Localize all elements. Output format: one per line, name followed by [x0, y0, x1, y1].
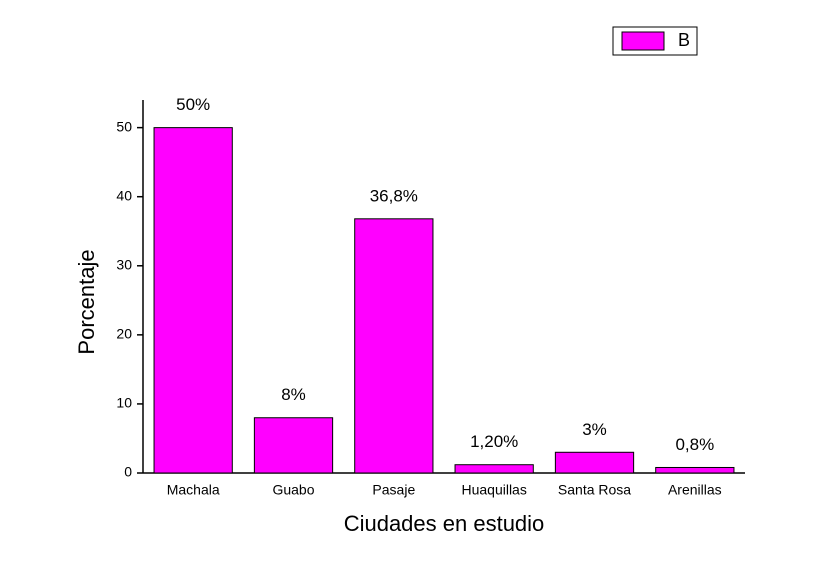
- legend-swatch: [621, 31, 665, 51]
- bar: [554, 451, 635, 474]
- value-label: 8%: [281, 385, 306, 404]
- y-tick-label: 30: [116, 256, 132, 272]
- legend-label: B: [678, 30, 690, 50]
- y-tick-label: 10: [116, 395, 132, 411]
- x-tick-label: Pasaje: [372, 482, 415, 498]
- value-label: 50%: [176, 95, 210, 114]
- bar: [153, 127, 233, 474]
- value-label: 3%: [582, 420, 607, 439]
- value-label: 36,8%: [370, 186, 418, 205]
- x-axis-label: Ciudades en estudio: [344, 511, 545, 536]
- bar: [655, 466, 735, 474]
- y-tick-label: 40: [116, 187, 132, 203]
- x-tick-label: Huaquillas: [461, 482, 526, 498]
- x-tick-label: Santa Rosa: [558, 482, 631, 498]
- x-tick-label: Arenillas: [668, 482, 722, 498]
- bar: [354, 218, 434, 474]
- y-tick-label: 0: [124, 464, 132, 480]
- x-tick-label: Guabo: [272, 482, 314, 498]
- y-tick-label: 50: [116, 118, 132, 134]
- value-label: 0,8%: [675, 435, 714, 454]
- y-axis-label: Porcentaje: [74, 249, 99, 354]
- x-tick-label: Machala: [167, 482, 220, 498]
- value-label: 1,20%: [470, 432, 518, 451]
- bar: [454, 464, 534, 474]
- y-tick-label: 20: [116, 326, 132, 342]
- bar: [253, 417, 334, 474]
